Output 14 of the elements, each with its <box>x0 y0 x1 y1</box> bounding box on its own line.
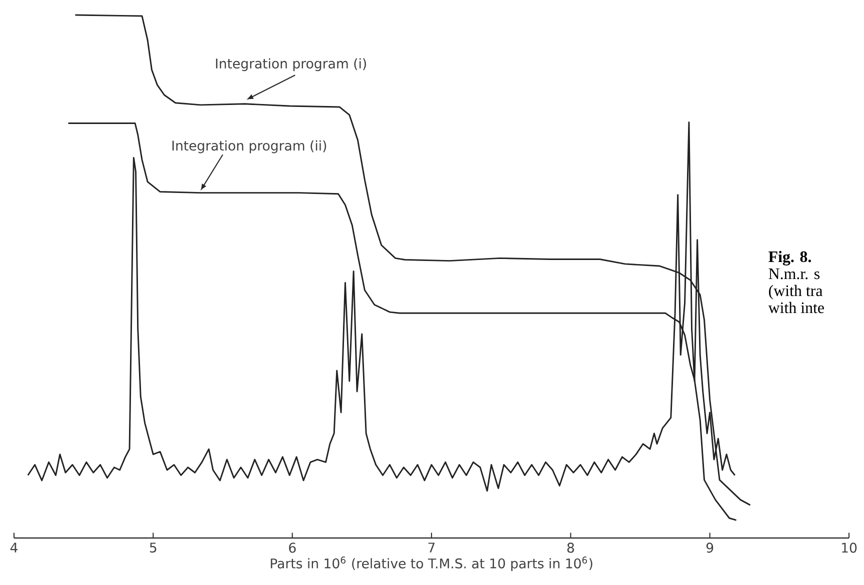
x-tick-label: 8 <box>567 542 574 553</box>
text: Integration program (ii) <box>172 140 326 154</box>
x-axis-title: Parts in 10$^{6}$ (relative to T.M.S. at 10 parts in 10$^{6}$) <box>270 556 592 572</box>
annotation: with inte <box>768 302 824 314</box>
x-tick-label: 5 <box>150 542 156 553</box>
annotation: N.m.r. s <box>768 268 820 280</box>
x-tick-label: 7 <box>428 542 435 552</box>
annotation: Fig. 8. <box>768 250 811 266</box>
x-tick-label: 4 <box>10 542 18 552</box>
x-tick-label: 9 <box>706 542 714 553</box>
x-tick-label: 10 <box>842 542 857 553</box>
text: Integration program (i) <box>216 58 366 72</box>
x-tick-label: 6 <box>289 542 296 553</box>
annotation: (with tra <box>768 284 823 300</box>
